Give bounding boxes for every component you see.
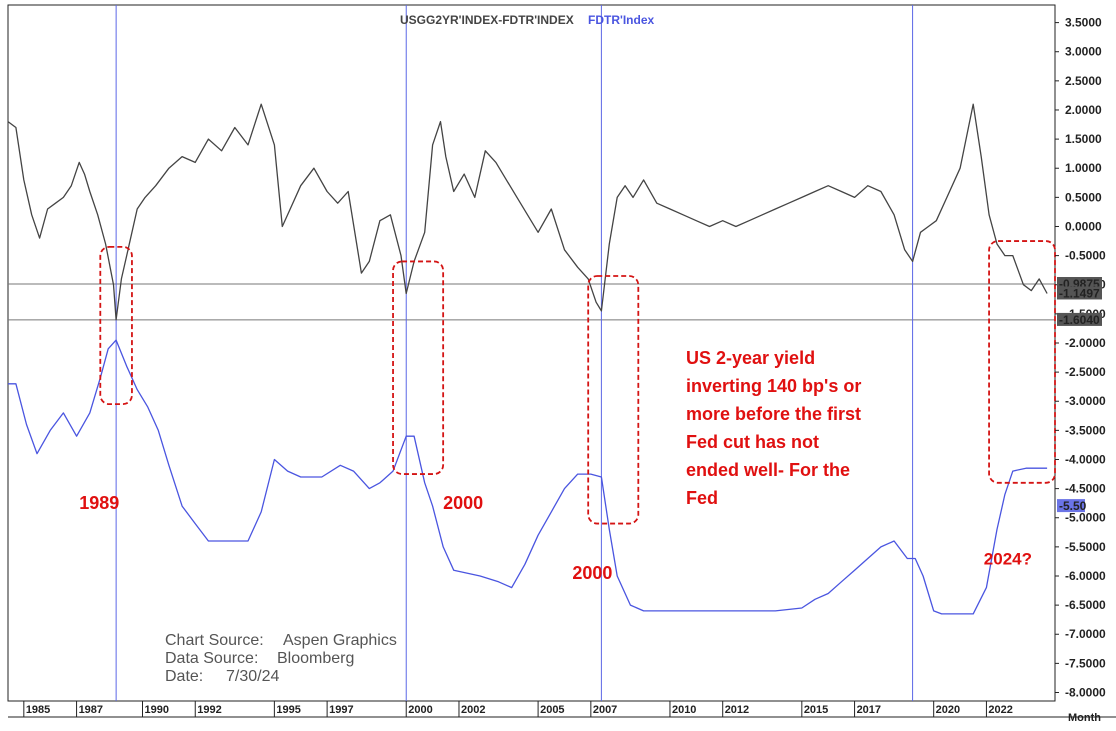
y-tick-label: -3.0000 (1065, 394, 1106, 408)
value-badge-label: -1.6040 (1059, 313, 1100, 327)
y-tick-label: -6.5000 (1065, 598, 1106, 612)
legend-entry-spread: USGG2YR'INDEX-FDTR'INDEX (400, 13, 574, 27)
x-tick-label: 1992 (197, 704, 221, 716)
series-line-fdtr (8, 339, 1048, 615)
note-line-3: more before the first (686, 404, 861, 424)
x-tick-label: 2015 (804, 704, 828, 716)
y-tick-label: -3.5000 (1065, 423, 1106, 437)
x-tick-label: 2017 (857, 704, 881, 716)
x-tick-label: 2005 (540, 704, 564, 716)
value-badge (1057, 312, 1102, 326)
y-tick-label: -2.0000 (1065, 336, 1106, 350)
highlight-boxes (99, 240, 1056, 525)
x-tick-label: 2002 (461, 704, 485, 716)
note-text: US 2-year yield inverting 140 bp's or mo… (686, 348, 861, 508)
x-tick-label: 2007 (593, 704, 617, 716)
source-label-date: Date: (165, 668, 203, 685)
y-tick-label: 3.0000 (1065, 45, 1102, 59)
x-tick-label: 2000 (408, 704, 432, 716)
label-2024: 2024? (984, 549, 1032, 568)
y-tick-label: 2.5000 (1065, 74, 1102, 88)
source-block: Chart Source: Aspen Graphics Data Source… (165, 632, 397, 685)
label-1989: 1989 (79, 493, 119, 513)
y-tick-label: -5.0000 (1065, 511, 1106, 525)
y-tick-label: -6.0000 (1065, 569, 1106, 583)
note-line-1: US 2-year yield (686, 348, 815, 368)
reference-lines (8, 283, 1055, 321)
y-tick-label: 0.5000 (1065, 190, 1102, 204)
value-badges: -0.9875-1.1497-1.6040-5.50 (1057, 277, 1102, 513)
y-tick-label: 0.0000 (1065, 219, 1102, 233)
vertical-markers (115, 5, 914, 701)
x-tick-label: 2022 (988, 704, 1012, 716)
legend-entry-fdtr: FDTR'Index (588, 13, 655, 27)
source-value-data: Bloomberg (277, 650, 354, 667)
x-tick-label: 1995 (276, 704, 300, 716)
highlight-box (392, 260, 445, 475)
y-tick-label: 1.5000 (1065, 132, 1102, 146)
x-tick-label: 1985 (26, 704, 50, 716)
label-2000a: 2000 (443, 493, 483, 513)
y-tick-label: 1.0000 (1065, 161, 1102, 175)
source-value-chart: Aspen Graphics (283, 632, 397, 649)
y-tick-label: -0.5000 (1065, 249, 1106, 263)
value-badge (1057, 499, 1085, 513)
x-axis-label: Month (1068, 712, 1101, 724)
x-tick-label: 1987 (79, 704, 103, 716)
note-line-4: Fed cut has not (686, 432, 819, 452)
highlight-box (99, 245, 133, 406)
note-line-6: Fed (686, 488, 718, 508)
x-tick-label: 1997 (329, 704, 353, 716)
x-tick-label: 2012 (725, 704, 749, 716)
highlight-box (988, 240, 1056, 484)
value-badge-label: -5.50 (1059, 499, 1087, 513)
y-tick-label: -4.5000 (1065, 482, 1106, 496)
source-value-date: 7/30/24 (226, 668, 279, 685)
x-axis: 1985 1987 1990 1992 1995 1997 2000 2002 2005 2007… (23, 701, 1101, 724)
y-tick-label: 3.5000 (1065, 16, 1102, 30)
label-2000b: 2000 (572, 563, 612, 583)
note-line-2: inverting 140 bp's or (686, 376, 861, 396)
y-tick-label: -4.0000 (1065, 452, 1106, 466)
source-label-chart: Chart Source: (165, 632, 264, 649)
y-tick-label: -2.5000 (1065, 365, 1106, 379)
value-badge (1057, 286, 1102, 300)
y-tick-label: -8.0000 (1065, 686, 1106, 700)
source-label-data: Data Source: (165, 650, 258, 667)
annotations: 1989 2000 2000 2024? (79, 493, 1032, 583)
y-tick-label: -7.0000 (1065, 627, 1106, 641)
y-tick-label: -5.5000 (1065, 540, 1106, 554)
note-line-5: ended well- For the (686, 460, 850, 480)
x-tick-label: 2020 (936, 704, 960, 716)
y-tick-label: 2.0000 (1065, 103, 1102, 117)
x-tick-label: 1990 (145, 704, 169, 716)
x-tick-label: 2010 (672, 704, 696, 716)
highlight-box (587, 275, 640, 525)
value-badge-label: -1.1497 (1059, 286, 1100, 300)
y-tick-label: -7.5000 (1065, 656, 1106, 670)
